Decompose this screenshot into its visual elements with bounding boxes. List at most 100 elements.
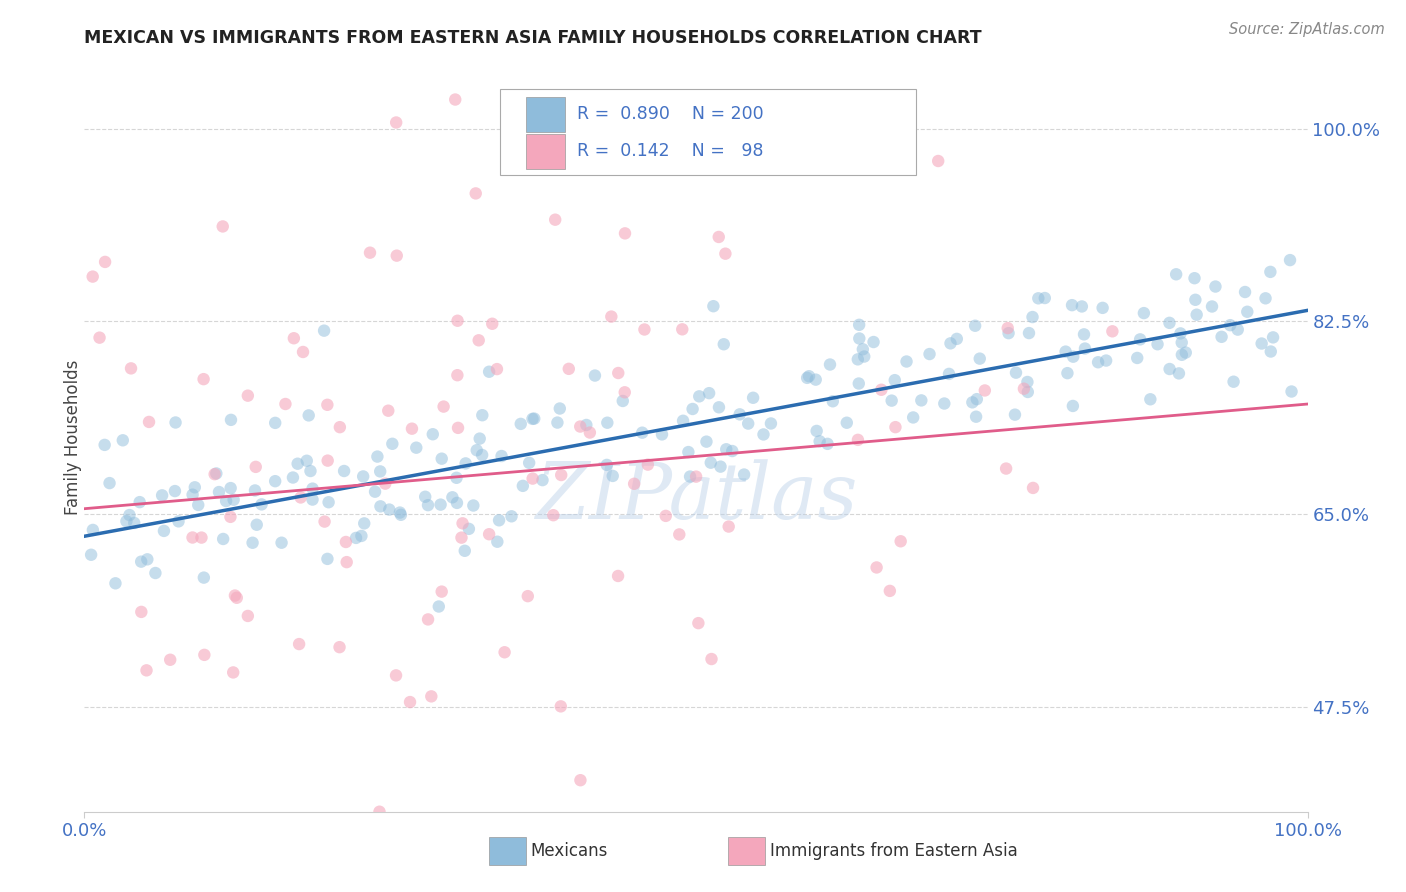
Point — [481, 317, 503, 331]
Point — [737, 417, 759, 431]
Point — [359, 245, 381, 260]
Point — [131, 605, 153, 619]
Point — [463, 499, 485, 513]
Point — [700, 652, 723, 666]
Point — [728, 408, 751, 422]
Point — [742, 391, 765, 405]
Text: Mexicans: Mexicans — [530, 842, 607, 860]
Point — [377, 403, 399, 417]
Point — [225, 591, 247, 605]
Point — [1062, 350, 1084, 364]
Point — [1219, 318, 1241, 333]
Point — [136, 552, 159, 566]
Point — [995, 461, 1018, 475]
Point — [1170, 335, 1192, 350]
Point — [550, 699, 572, 714]
Point — [752, 427, 775, 442]
Point — [368, 805, 391, 819]
Point — [544, 212, 567, 227]
Point — [219, 481, 242, 495]
Point — [884, 420, 907, 434]
Point — [219, 413, 242, 427]
Point — [292, 345, 315, 359]
Point — [446, 368, 468, 383]
Point — [420, 690, 443, 704]
Point — [485, 362, 508, 376]
Point — [548, 401, 571, 416]
Point — [817, 437, 839, 451]
Point — [281, 470, 304, 484]
Point — [378, 502, 401, 516]
Point — [1159, 362, 1181, 376]
Point — [250, 497, 273, 511]
Point — [471, 408, 494, 422]
Point — [848, 318, 870, 332]
Point — [600, 310, 623, 324]
Point — [512, 479, 534, 493]
Point — [901, 410, 924, 425]
Point — [353, 516, 375, 531]
Point — [927, 153, 949, 168]
Point — [264, 474, 287, 488]
Point — [242, 535, 264, 549]
Point — [1060, 298, 1083, 312]
Point — [150, 488, 173, 502]
Point — [288, 637, 311, 651]
Point — [1167, 367, 1189, 381]
Point — [82, 523, 104, 537]
Point — [446, 471, 468, 485]
Point — [283, 331, 305, 345]
Point — [682, 401, 704, 416]
Point — [451, 516, 474, 531]
FancyBboxPatch shape — [526, 97, 565, 132]
Point — [335, 535, 357, 549]
Point — [468, 432, 491, 446]
Point — [714, 246, 737, 260]
Point — [862, 334, 884, 349]
Point — [193, 372, 215, 386]
Point — [997, 321, 1019, 335]
Point — [1204, 279, 1226, 293]
Point — [224, 589, 246, 603]
Point — [848, 331, 870, 345]
Point — [1022, 481, 1045, 495]
Point — [1033, 291, 1056, 305]
Point — [939, 336, 962, 351]
Point — [583, 368, 606, 383]
Point — [1017, 384, 1039, 399]
Point — [264, 416, 287, 430]
Point — [204, 467, 226, 482]
Point — [212, 532, 235, 546]
Point — [122, 516, 145, 530]
Point — [509, 417, 531, 431]
Point — [612, 394, 634, 409]
Point — [478, 365, 501, 379]
Point — [243, 483, 266, 498]
Point — [579, 425, 602, 440]
Point — [181, 488, 204, 502]
Point — [219, 509, 242, 524]
Point — [1004, 408, 1026, 422]
Point — [596, 458, 619, 472]
Point — [1056, 366, 1078, 380]
Point — [405, 441, 427, 455]
Point — [236, 609, 259, 624]
Point — [427, 599, 450, 614]
Point — [671, 322, 693, 336]
Point — [1185, 308, 1208, 322]
Point — [717, 519, 740, 533]
Point — [759, 417, 782, 431]
Point — [655, 508, 678, 523]
Point — [1091, 301, 1114, 315]
Point — [138, 415, 160, 429]
Point — [679, 469, 702, 483]
Point — [1254, 291, 1277, 305]
Point — [193, 571, 215, 585]
Point — [385, 115, 408, 129]
Point — [1087, 355, 1109, 369]
Point — [318, 495, 340, 509]
Point — [374, 476, 396, 491]
Text: Source: ZipAtlas.com: Source: ZipAtlas.com — [1229, 22, 1385, 37]
Point — [80, 548, 103, 562]
Point — [1211, 330, 1233, 344]
